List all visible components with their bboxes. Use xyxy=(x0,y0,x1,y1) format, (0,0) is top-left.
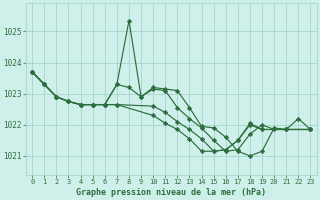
X-axis label: Graphe pression niveau de la mer (hPa): Graphe pression niveau de la mer (hPa) xyxy=(76,188,266,197)
